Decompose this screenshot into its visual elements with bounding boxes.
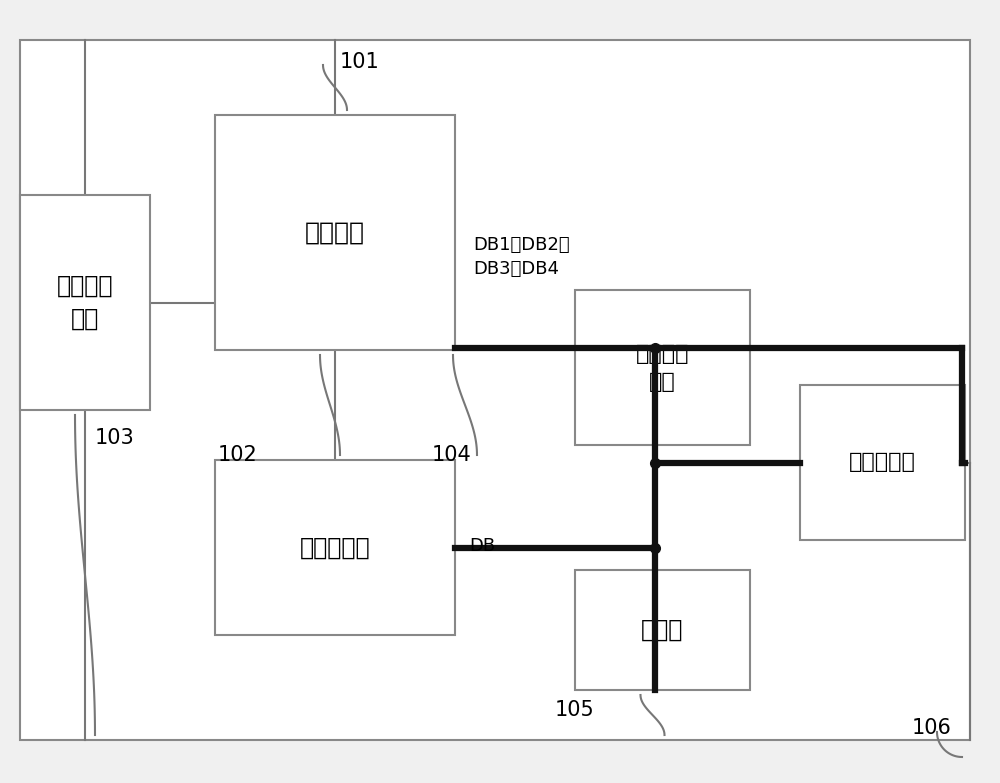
Text: 中央处理器: 中央处理器 bbox=[300, 536, 370, 560]
Text: DB: DB bbox=[469, 537, 495, 555]
Bar bbox=[20, 195, 150, 410]
Bar bbox=[800, 385, 965, 540]
Bar bbox=[575, 290, 750, 445]
Text: 103: 103 bbox=[95, 428, 135, 448]
Text: 矩阵结构: 矩阵结构 bbox=[305, 221, 365, 244]
Text: 106: 106 bbox=[912, 718, 952, 738]
Text: 数据总线
电路: 数据总线 电路 bbox=[636, 344, 689, 392]
Text: 锁存器: 锁存器 bbox=[641, 618, 684, 642]
Text: 逻辑控制
电路: 逻辑控制 电路 bbox=[57, 274, 113, 331]
Text: 101: 101 bbox=[340, 52, 380, 72]
Bar bbox=[215, 460, 455, 635]
Text: 102: 102 bbox=[218, 445, 258, 465]
Text: 105: 105 bbox=[555, 700, 595, 720]
Bar bbox=[575, 570, 750, 690]
Bar bbox=[215, 115, 455, 350]
Bar bbox=[20, 40, 970, 740]
Text: DB1、DB2、
DB3、DB4: DB1、DB2、 DB3、DB4 bbox=[473, 236, 570, 278]
Text: 读校验电路: 读校验电路 bbox=[849, 453, 916, 472]
Text: 104: 104 bbox=[432, 445, 472, 465]
